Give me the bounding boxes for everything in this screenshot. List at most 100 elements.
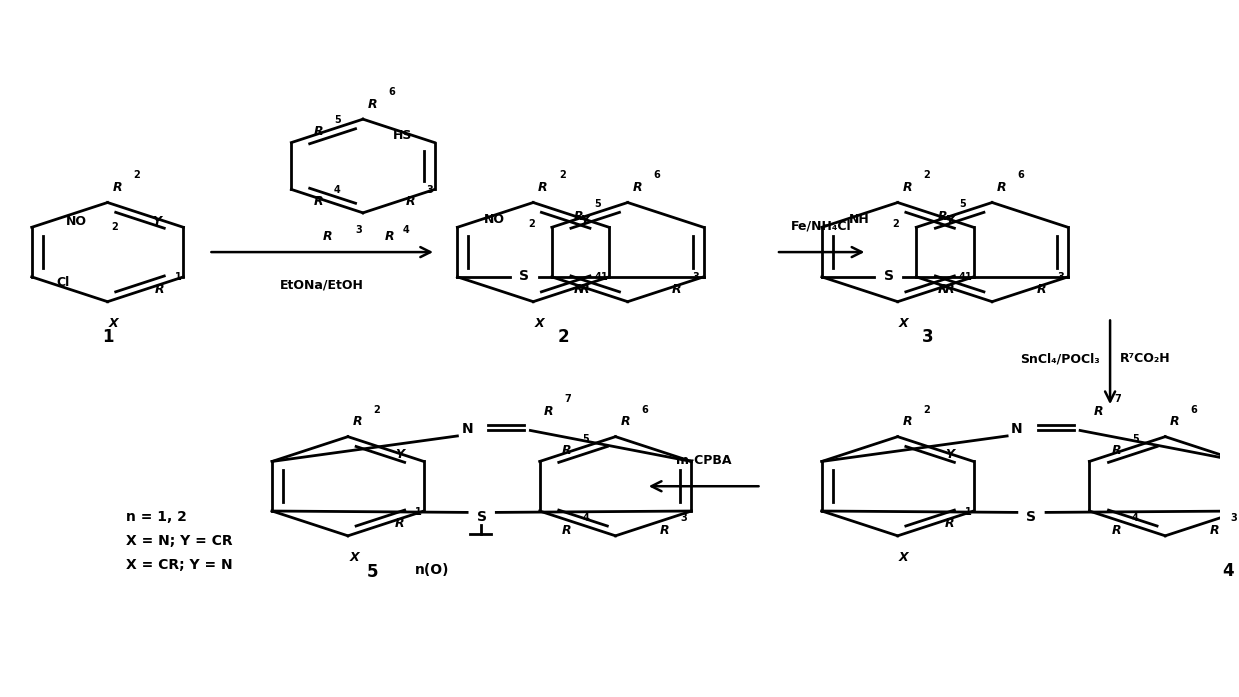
Text: Y: Y: [945, 448, 954, 461]
Text: X: X: [349, 551, 359, 564]
Text: 3: 3: [680, 514, 688, 523]
Text: 7: 7: [565, 395, 571, 404]
Text: R: R: [561, 524, 571, 537]
Text: R: R: [621, 415, 631, 428]
Text: 6: 6: [389, 87, 395, 97]
Text: R: R: [633, 181, 642, 194]
Text: R: R: [938, 283, 948, 296]
Text: N: N: [1011, 422, 1022, 436]
Text: R: R: [353, 415, 363, 428]
Text: 2: 2: [373, 405, 380, 415]
Text: R: R: [154, 283, 164, 296]
Text: X: X: [109, 317, 119, 330]
Text: 2: 2: [559, 171, 565, 181]
Text: R: R: [544, 405, 554, 418]
Text: 6: 6: [1191, 405, 1198, 415]
Text: HS: HS: [393, 129, 413, 142]
Text: S: S: [477, 510, 487, 523]
Text: R: R: [1036, 283, 1046, 296]
Text: EtONa/EtOH: EtONa/EtOH: [280, 278, 364, 291]
Text: R: R: [574, 283, 584, 296]
Text: R: R: [561, 444, 571, 457]
Text: Y: Y: [945, 214, 954, 227]
Text: n(O): n(O): [415, 563, 450, 577]
Text: R: R: [944, 517, 954, 530]
Text: R: R: [313, 125, 323, 138]
Text: N: N: [461, 422, 473, 436]
Text: X: X: [534, 317, 544, 330]
Text: 6: 6: [653, 171, 660, 181]
Text: 6: 6: [641, 405, 648, 415]
Text: 3: 3: [426, 185, 432, 195]
Text: R: R: [1111, 524, 1121, 537]
Text: R: R: [944, 283, 954, 296]
Text: R: R: [902, 415, 912, 428]
Text: R: R: [938, 210, 948, 223]
Text: 5: 5: [959, 199, 965, 209]
Text: R: R: [997, 181, 1006, 194]
Text: 2: 2: [923, 171, 930, 181]
Text: R: R: [538, 181, 548, 194]
Text: S: S: [1026, 510, 1037, 523]
Text: 4: 4: [959, 273, 965, 282]
Text: R⁷CO₂H: R⁷CO₂H: [1120, 352, 1171, 365]
Text: R: R: [1111, 444, 1121, 457]
Text: R: R: [385, 230, 394, 243]
Text: Y: Y: [395, 448, 404, 461]
Text: 7: 7: [1114, 395, 1121, 404]
Text: 2: 2: [133, 171, 140, 181]
Text: Fe/NH₄Cl: Fe/NH₄Cl: [792, 220, 852, 233]
Text: 4: 4: [1223, 562, 1234, 580]
Text: 3: 3: [356, 225, 363, 235]
Text: X: X: [900, 317, 908, 330]
Text: S: S: [519, 268, 529, 282]
Text: R: R: [113, 181, 123, 194]
Text: 2: 2: [528, 219, 535, 229]
Text: 5: 5: [367, 563, 378, 581]
Text: 6: 6: [1017, 171, 1025, 181]
Text: X: X: [900, 551, 908, 564]
Text: NO: NO: [484, 213, 506, 226]
Text: 2: 2: [923, 405, 930, 415]
Text: 5: 5: [1132, 434, 1139, 443]
Text: R: R: [660, 524, 669, 537]
Text: 1: 1: [965, 507, 971, 516]
Text: 4: 4: [595, 273, 601, 282]
Text: 1: 1: [601, 273, 607, 282]
Text: R: R: [574, 210, 584, 223]
Text: R: R: [313, 195, 323, 208]
Text: 5: 5: [333, 115, 341, 125]
Text: 4: 4: [403, 225, 410, 235]
Text: SnCl₄/POCl₃: SnCl₄/POCl₃: [1021, 352, 1100, 365]
Text: S: S: [883, 268, 893, 282]
Text: R: R: [580, 283, 590, 296]
Text: 3: 3: [1057, 273, 1064, 282]
Text: 5: 5: [582, 434, 589, 443]
Text: 4: 4: [582, 514, 589, 523]
Text: 1: 1: [415, 507, 422, 516]
Text: Y: Y: [152, 215, 161, 229]
Text: Y: Y: [581, 214, 590, 227]
Text: Cl: Cl: [56, 276, 69, 289]
Text: NO: NO: [66, 215, 87, 229]
Text: 5: 5: [595, 199, 601, 209]
Text: R: R: [395, 517, 404, 530]
Text: R: R: [672, 283, 681, 296]
Text: 4: 4: [1132, 514, 1139, 523]
Text: 3: 3: [1230, 514, 1237, 523]
Text: 2: 2: [110, 222, 118, 231]
Text: 4: 4: [333, 185, 341, 195]
Text: R: R: [1094, 405, 1103, 418]
Text: 1: 1: [175, 273, 182, 282]
Text: R: R: [405, 195, 415, 208]
Text: R: R: [1209, 524, 1219, 537]
Text: 1: 1: [965, 273, 971, 282]
Text: R: R: [368, 98, 378, 111]
Text: R: R: [1170, 415, 1180, 428]
Text: NH: NH: [849, 213, 870, 226]
Text: n = 1, 2
X = N; Y = CR
X = CR; Y = N: n = 1, 2 X = N; Y = CR X = CR; Y = N: [126, 510, 233, 572]
Text: 2: 2: [892, 219, 900, 229]
Text: R: R: [902, 181, 912, 194]
Text: 3: 3: [922, 328, 934, 346]
Text: m-CPBA: m-CPBA: [676, 454, 731, 467]
